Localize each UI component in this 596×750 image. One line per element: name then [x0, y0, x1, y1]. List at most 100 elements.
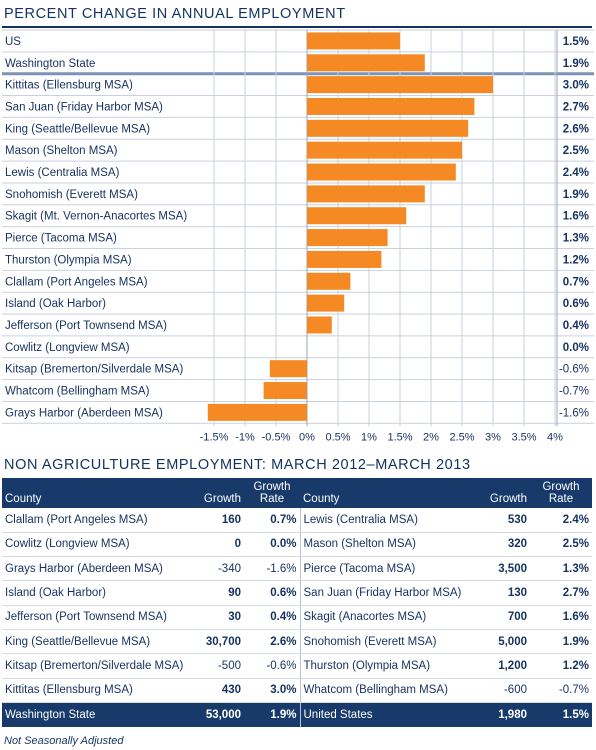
bar: [307, 163, 456, 181]
county-cell: Grays Harbor (Aberdeen MSA): [2, 556, 194, 582]
value-label: 0.0%: [563, 342, 589, 354]
value-label: 2.6%: [563, 123, 589, 135]
category-label: Grays Harbor (Aberdeen MSA): [5, 407, 163, 419]
x-tick-label: -1%: [235, 431, 255, 443]
growth-rate-cell: -0.7%: [530, 678, 592, 703]
bar: [307, 32, 400, 50]
growth-rate-cell: 3.0%: [244, 678, 300, 703]
value-label: 3.0%: [563, 80, 589, 92]
growth-rate-header-line2: Rate: [259, 493, 285, 505]
category-label: Thurston (Olympia MSA): [5, 254, 132, 266]
category-label: Washington State: [5, 58, 95, 70]
value-label: -1.6%: [559, 407, 589, 419]
value-label: 0.4%: [563, 320, 589, 332]
county-cell: Kittitas (Ellensburg MSA): [2, 678, 194, 703]
county-cell: Pierce (Tacoma MSA): [299, 556, 470, 582]
growth-rate-header-2: Growth Rate: [530, 478, 592, 508]
growth-cell: 160: [194, 508, 244, 533]
growth-cell: 1,980: [470, 702, 530, 727]
category-label: Snohomish (Everett MSA): [5, 189, 138, 201]
chart-title-rule: [2, 26, 592, 28]
table-row: Kittitas (Ellensburg MSA) 430 3.0% Whatcom …: [2, 678, 592, 703]
table-row: Clallam (Port Angeles MSA) 160 0.7% Lewis (…: [2, 508, 592, 533]
growth-cell: 700: [470, 605, 530, 630]
growth-rate-cell: 0.4%: [244, 605, 300, 630]
value-label: 1.6%: [563, 211, 589, 223]
x-tick-label: -0.5%: [262, 431, 291, 443]
value-label: 1.3%: [563, 233, 589, 245]
bar: [307, 76, 493, 94]
growth-rate-cell: 0.0%: [244, 532, 300, 558]
category-label: King (Seattle/Bellevue MSA): [5, 123, 150, 135]
bar: [307, 294, 345, 312]
growth-cell: 530: [470, 508, 530, 533]
growth-rate-cell: 2.5%: [530, 532, 592, 558]
x-tick-label: 3.5%: [511, 431, 536, 443]
bar: [307, 185, 425, 203]
growth-cell: 30,700: [194, 629, 244, 655]
growth-rate-cell: 1.3%: [530, 556, 592, 582]
bar: [307, 250, 382, 268]
value-label: -0.7%: [559, 386, 589, 398]
value-label: 2.7%: [563, 101, 589, 113]
x-tick-label: 1.5%: [387, 431, 412, 443]
county-cell: Thurston (Olympia MSA): [299, 653, 470, 679]
bar: [307, 119, 469, 137]
footnote: Not Seasonally Adjusted: [4, 735, 124, 747]
x-tick-label: 0.5%: [325, 431, 350, 443]
growth-rate-cell: 1.9%: [530, 629, 592, 655]
bar: [307, 97, 475, 115]
county-cell: Clallam (Port Angeles MSA): [2, 508, 194, 533]
category-label: Lewis (Centralia MSA): [5, 167, 120, 179]
growth-rate-cell: 1.2%: [530, 653, 592, 679]
value-label: 2.4%: [563, 167, 589, 179]
category-label: Pierce (Tacoma MSA): [5, 233, 117, 245]
county-header: County: [2, 478, 194, 508]
growth-cell: -600: [470, 678, 530, 703]
county-header-2: County: [300, 478, 470, 508]
x-tick-label: 3%: [485, 431, 501, 443]
table-title: NON AGRICULTURE EMPLOYMENT: MARCH 2012–M…: [4, 457, 471, 473]
county-cell: United States: [299, 702, 470, 727]
value-label: 1.9%: [563, 189, 589, 201]
county-cell: Mason (Shelton MSA): [299, 532, 470, 558]
table-row: King (Seattle/Bellevue MSA) 30,700 2.6% Sno…: [2, 629, 592, 655]
growth-rate-cell: 0.7%: [244, 508, 300, 533]
x-tick-label: 4%: [547, 431, 563, 443]
bar: [307, 207, 407, 225]
county-cell: Washington State: [2, 702, 194, 727]
bar: [307, 316, 332, 334]
bar: [307, 272, 351, 290]
county-cell: San Juan (Friday Harbor MSA): [299, 580, 470, 606]
table-body: Clallam (Port Angeles MSA) 160 0.7% Lewis (…: [2, 508, 592, 727]
county-cell: Snohomish (Everett MSA): [299, 629, 470, 655]
bar: [307, 54, 425, 72]
category-label: Mason (Shelton MSA): [5, 145, 118, 157]
growth-rate-cell: 2.6%: [244, 629, 300, 655]
growth-rate-header: Growth Rate: [244, 478, 300, 508]
category-label: Clallam (Port Angeles MSA): [5, 276, 148, 288]
value-label: 0.6%: [563, 298, 589, 310]
table-row: Jefferson (Port Townsend MSA) 30 0.4% Skagi…: [2, 605, 592, 630]
value-label: 2.5%: [563, 145, 589, 157]
growth-cell: 1,200: [470, 653, 530, 679]
growth-cell: 0: [194, 532, 244, 558]
county-cell: King (Seattle/Bellevue MSA): [2, 629, 194, 655]
growth-cell: 3,500: [470, 556, 530, 582]
county-cell: Lewis (Centralia MSA): [299, 508, 470, 533]
county-cell: Whatcom (Bellingham MSA): [299, 678, 470, 703]
growth-rate-header-line1: Growth: [253, 481, 291, 493]
growth-cell: -340: [194, 556, 244, 582]
employment-table: County Growth Growth Rate County Growth G…: [2, 478, 592, 727]
category-label: Kittitas (Ellensburg MSA): [5, 80, 133, 92]
table-row: Island (Oak Harbor) 90 0.6% San Juan (Frida…: [2, 580, 592, 606]
county-cell: Jefferson (Port Townsend MSA): [2, 605, 194, 630]
growth-cell: 53,000: [194, 702, 244, 727]
growth-cell: 90: [194, 580, 244, 606]
county-cell: Cowlitz (Longview MSA): [2, 532, 194, 558]
bar: [263, 382, 307, 400]
table-row: Kitsap (Bremerton/Silverdale MSA) -500 -0.…: [2, 653, 592, 679]
bar: [269, 360, 307, 378]
value-label: 1.5%: [563, 36, 589, 48]
growth-rate-header-2-line1: Growth: [542, 481, 580, 493]
